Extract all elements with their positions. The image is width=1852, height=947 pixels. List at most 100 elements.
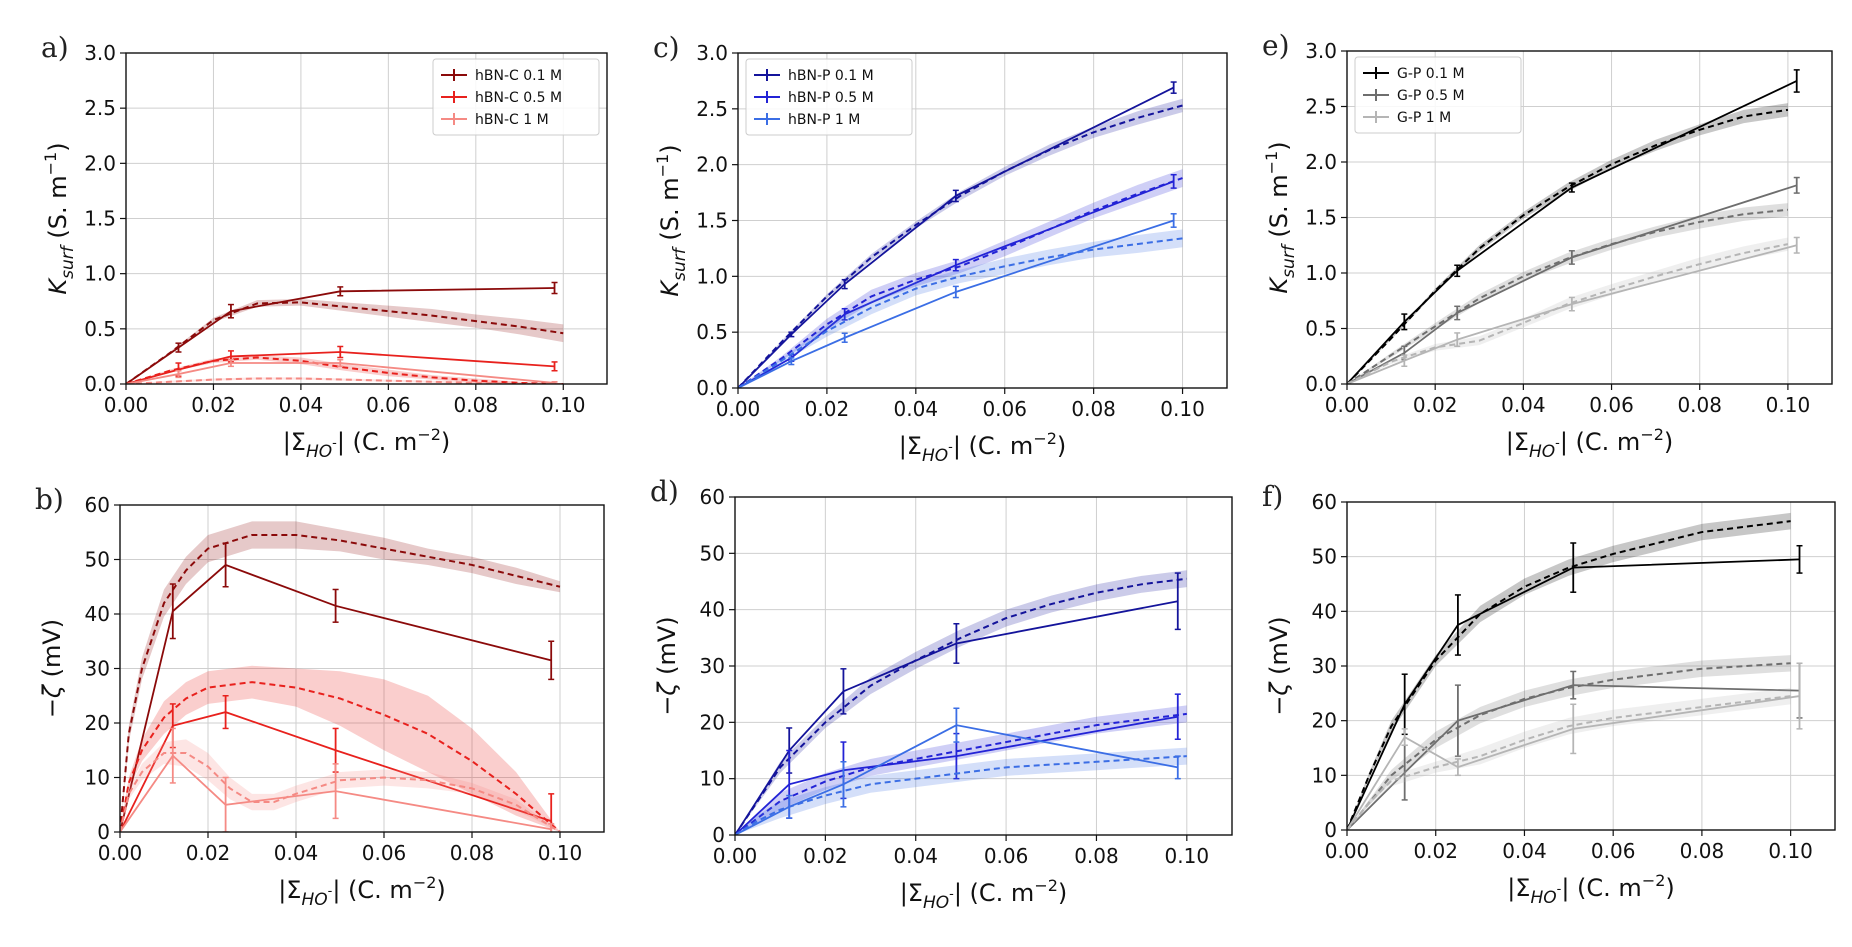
x-tick-label: 0.10 bbox=[1766, 393, 1811, 417]
y-tick-label: 0.0 bbox=[84, 372, 116, 396]
legend-item: G-P 1 M bbox=[1363, 110, 1451, 126]
y-label-symbol: −ζ bbox=[653, 681, 681, 716]
x-label-sub-sup: - bbox=[1555, 436, 1560, 451]
fit-line bbox=[120, 533, 561, 832]
x-label-exponent: −2 bbox=[1034, 876, 1058, 895]
fit-line bbox=[1347, 662, 1791, 830]
legend-label: hBN-C 0.5 M bbox=[475, 90, 562, 106]
y-label-subscript: surf bbox=[670, 245, 690, 281]
y-label-symbol: −ζ bbox=[38, 683, 66, 718]
y-tick-label: 1.0 bbox=[1305, 261, 1337, 285]
y-tick-label: 0 bbox=[97, 820, 110, 844]
y-tick-label: 60 bbox=[85, 493, 110, 517]
y-label-units: (S. m bbox=[1265, 174, 1293, 245]
y-axis-label: Ksurf (S. m−1) bbox=[653, 144, 690, 296]
y-tick-label: 2.5 bbox=[696, 97, 728, 121]
y-label-exponent: −1 bbox=[653, 154, 672, 178]
x-tick-label: 0.00 bbox=[98, 841, 143, 865]
plot-area bbox=[738, 81, 1183, 388]
fit-line bbox=[735, 712, 1187, 835]
y-tick-label: 30 bbox=[1312, 654, 1337, 678]
x-tick-label: 0.10 bbox=[541, 393, 586, 417]
legend: G-P 0.1 M G-P 0.5 M G-P 1 M bbox=[1354, 56, 1522, 134]
legend-label: hBN-P 0.1 M bbox=[788, 68, 874, 84]
x-tick-label: 0.06 bbox=[366, 393, 411, 417]
fit-band bbox=[1347, 237, 1788, 384]
fit-line bbox=[120, 751, 561, 832]
x-label-sub-sup: - bbox=[328, 884, 333, 899]
fit-band bbox=[735, 747, 1187, 835]
panel-f: 0.00 0.02 0.04 0.06 0.08 0.10 0 10 20 30 40 50 60 f) |… bbox=[1262, 480, 1836, 908]
legend: hBN-C 0.1 M hBN-C 0.5 M hBN-C 1 M bbox=[432, 58, 600, 136]
x-label-units: | (C. m bbox=[332, 876, 412, 904]
y-tick-label: 40 bbox=[85, 602, 110, 626]
y-tick-label: 40 bbox=[700, 598, 725, 622]
panel-b: 0.00 0.02 0.04 0.06 0.08 0.10 0 10 20 30 40 50 60 b) |… bbox=[35, 483, 605, 910]
y-tick-label: 0.5 bbox=[696, 320, 728, 344]
x-tick-label: 0.08 bbox=[1074, 844, 1119, 868]
legend-item: hBN-P 1 M bbox=[754, 112, 860, 128]
panel-letter: a) bbox=[41, 31, 69, 64]
y-label-close: ) bbox=[44, 142, 72, 151]
x-axis-label: |ΣHO-| (C. m−2) bbox=[283, 425, 451, 462]
x-label-subscript: HO bbox=[301, 890, 327, 910]
y-tick-label: 2.5 bbox=[1305, 95, 1337, 119]
y-label-units: (mV) bbox=[38, 619, 66, 685]
x-tick-label: 0.04 bbox=[279, 393, 324, 417]
y-tick-label: 50 bbox=[1312, 545, 1337, 569]
y-tick-label: 0.5 bbox=[1305, 317, 1337, 341]
y-label-units: (mV) bbox=[1265, 616, 1293, 682]
y-tick-label: 2.0 bbox=[1305, 150, 1337, 174]
y-tick-label: 2.5 bbox=[84, 96, 116, 120]
y-tick-label: 10 bbox=[85, 766, 110, 790]
x-label-close: ) bbox=[441, 428, 450, 456]
x-label-subscript: HO bbox=[922, 446, 948, 466]
x-tick-label: 0.04 bbox=[1502, 839, 1547, 863]
x-label-sub-sup: - bbox=[332, 436, 337, 451]
x-tick-label: 0.06 bbox=[362, 841, 407, 865]
fit-band bbox=[735, 705, 1187, 835]
y-label-exponent: −1 bbox=[1262, 151, 1281, 175]
x-tick-label: 0.00 bbox=[1325, 393, 1370, 417]
x-tick-label: 0.10 bbox=[1768, 839, 1813, 863]
x-tick-label: 0.02 bbox=[1413, 839, 1458, 863]
fit-line bbox=[735, 577, 1187, 835]
legend-item: G-P 0.5 M bbox=[1363, 88, 1465, 104]
legend-frame bbox=[745, 58, 913, 136]
plot-area bbox=[735, 570, 1187, 835]
y-tick-label: 0 bbox=[1324, 818, 1337, 842]
y-label-close: ) bbox=[1265, 141, 1293, 150]
x-label-close: ) bbox=[1057, 432, 1066, 460]
plot-area bbox=[126, 281, 564, 384]
x-label-close: ) bbox=[1058, 879, 1067, 907]
legend-frame bbox=[1354, 56, 1522, 134]
x-label-sigma: |Σ bbox=[1507, 874, 1530, 902]
y-tick-label: 20 bbox=[85, 711, 110, 735]
x-tick-label: 0.10 bbox=[1165, 844, 1210, 868]
y-tick-label: 1.5 bbox=[1305, 206, 1337, 230]
y-tick-label: 20 bbox=[1312, 709, 1337, 733]
fit-line bbox=[1347, 695, 1791, 830]
x-label-subscript: HO bbox=[306, 442, 332, 462]
x-tick-label: 0.08 bbox=[1071, 397, 1116, 421]
fit-band bbox=[126, 299, 564, 384]
x-tick-label: 0.02 bbox=[186, 841, 231, 865]
y-axis-label: −ζ (mV) bbox=[1265, 616, 1293, 715]
y-tick-label: 50 bbox=[700, 541, 725, 565]
x-label-sigma: |Σ bbox=[899, 432, 922, 460]
x-tick-label: 0.04 bbox=[1501, 393, 1546, 417]
plot-area bbox=[1347, 69, 1800, 384]
fit-line bbox=[126, 377, 564, 384]
x-label-sub-sup: - bbox=[948, 440, 953, 455]
y-tick-label: 40 bbox=[1312, 599, 1337, 623]
y-tick-label: 10 bbox=[700, 767, 725, 791]
x-label-close: ) bbox=[1664, 428, 1673, 456]
x-label-units: | (C. m bbox=[954, 879, 1034, 907]
panel-a: 0.00 0.02 0.04 0.06 0.08 0.10 0.0 0.5 1.0 1.5 2.0 2… bbox=[41, 31, 608, 462]
legend-label: G-P 1 M bbox=[1397, 110, 1451, 126]
y-tick-label: 1.5 bbox=[84, 207, 116, 231]
y-label-subscript: surf bbox=[58, 243, 78, 279]
x-tick-label: 0.02 bbox=[803, 844, 848, 868]
x-tick-label: 0.04 bbox=[894, 397, 939, 421]
